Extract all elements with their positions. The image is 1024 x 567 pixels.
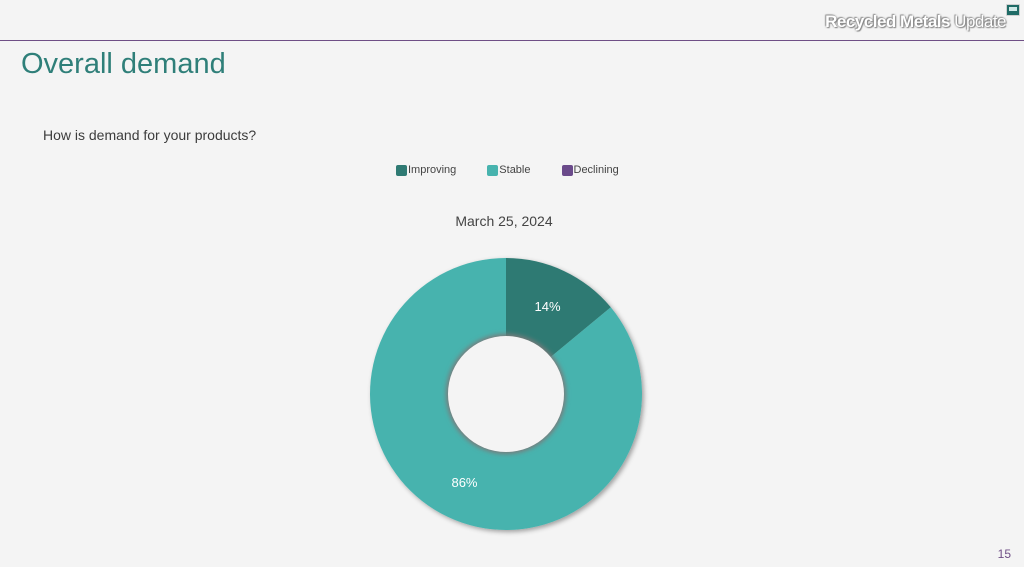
legend-item-declining: Declining (561, 164, 619, 176)
header-divider (0, 40, 1024, 41)
chart-legend: Improving Stable Declining (396, 164, 619, 176)
legend-item-improving: Improving (396, 164, 456, 176)
legend-swatch-improving (396, 164, 407, 176)
brand-wordmark: Recycled Metals Update (825, 12, 1006, 31)
legend-item-stable: Stable (487, 164, 531, 176)
legend-swatch-declining (561, 164, 573, 176)
data-label-stable: 86% (451, 475, 477, 490)
survey-question: How is demand for your products? (43, 127, 257, 143)
legend-swatch-stable (487, 164, 499, 176)
page-number: 15 (997, 547, 1011, 561)
legend-label-declining: Declining (573, 164, 619, 176)
chart-title: March 25, 2024 (455, 213, 553, 229)
legend-label-improving: Improving (408, 164, 457, 176)
data-label-improving: 14% (534, 299, 560, 314)
legend-label-stable: Stable (499, 164, 531, 176)
donut-hole (448, 336, 564, 452)
slide-title: Overall demand (21, 48, 226, 80)
monitor-icon (1006, 4, 1020, 16)
donut-chart: 14% 86% (370, 258, 642, 530)
